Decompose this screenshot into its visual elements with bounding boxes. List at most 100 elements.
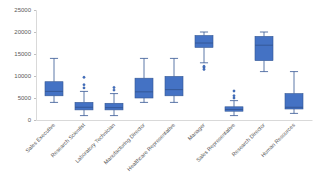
outlier	[113, 89, 115, 91]
upper-whisker	[264, 32, 265, 36]
outlier	[233, 97, 235, 99]
box	[45, 82, 63, 96]
x-tick: Healthcare Representative	[126, 120, 176, 172]
lower-whisker	[114, 110, 115, 116]
box-plot	[105, 86, 123, 115]
y-tick: 5000	[18, 95, 36, 101]
lower-whisker	[54, 96, 55, 103]
median	[195, 43, 213, 44]
y-tick-label: 0	[28, 117, 32, 123]
upper-cap	[110, 93, 118, 94]
lower-cap	[80, 115, 88, 116]
outlier	[83, 76, 85, 78]
plot-area	[45, 32, 303, 116]
upper-whisker	[234, 101, 235, 107]
outlier	[113, 86, 115, 88]
upper-whisker	[114, 94, 115, 104]
box-plot	[135, 58, 153, 102]
median	[255, 45, 273, 46]
y-tick: 25000	[14, 7, 36, 13]
x-tick-label: Sales Executive	[24, 122, 56, 154]
y-tick-label: 20000	[14, 29, 31, 35]
box	[225, 107, 243, 111]
y-tick: 0	[28, 117, 36, 123]
lower-cap	[260, 71, 268, 72]
x-axis-line	[37, 120, 313, 121]
y-axis: 0 5000 10000 15000 20000 25000	[14, 7, 36, 123]
lower-cap	[110, 115, 118, 116]
upper-whisker	[294, 72, 295, 94]
y-tick-mark	[34, 120, 36, 121]
lower-whisker	[264, 61, 265, 72]
y-tick-mark	[34, 54, 36, 55]
y-tick: 20000	[14, 29, 36, 35]
outlier	[83, 84, 85, 86]
outlier	[233, 90, 235, 92]
median	[105, 107, 123, 108]
x-tick-label: Healthcare Representative	[126, 122, 176, 172]
upper-whisker	[204, 32, 205, 36]
upper-cap	[50, 58, 58, 59]
x-tick: Human Resources	[260, 120, 297, 158]
lower-cap	[170, 102, 178, 103]
x-tick: Sales Representative	[195, 120, 236, 163]
upper-whisker	[84, 91, 85, 102]
upper-cap	[140, 58, 148, 59]
y-tick-label: 5000	[18, 95, 32, 101]
upper-cap	[290, 71, 298, 72]
chart: 0 5000 10000 15000 20000 25000 Sales Executive…	[0, 0, 320, 180]
box	[195, 36, 213, 48]
y-tick-mark	[34, 10, 36, 11]
upper-whisker	[144, 58, 145, 78]
x-tick-label: Sales Representative	[195, 122, 236, 163]
y-axis-line	[34, 11, 37, 121]
y-tick-label: 10000	[14, 73, 31, 79]
upper-cap	[230, 100, 238, 101]
upper-cap	[80, 91, 88, 92]
y-tick-label: 25000	[14, 7, 31, 13]
x-tick: Sales Executive	[24, 120, 56, 154]
upper-cap	[260, 32, 268, 33]
box-plot	[45, 58, 63, 102]
y-tick-label: 15000	[14, 51, 31, 57]
box	[165, 76, 183, 95]
lower-whisker	[174, 96, 175, 103]
y-tick-mark	[34, 32, 36, 33]
median	[285, 107, 303, 108]
x-tick-label: Human Resources	[260, 122, 297, 159]
median	[75, 107, 93, 108]
x-tick-label: Manager	[186, 122, 206, 142]
outlier	[83, 87, 85, 89]
lower-whisker	[294, 109, 295, 113]
y-tick-mark	[34, 98, 36, 99]
median	[225, 109, 243, 110]
lower-whisker	[204, 47, 205, 62]
lower-cap	[230, 115, 238, 116]
outlier	[203, 65, 205, 67]
box	[255, 36, 273, 60]
x-axis: Sales ExecutiveResearch ScientistLaborat…	[24, 120, 312, 172]
y-tick-mark	[34, 76, 36, 77]
upper-cap	[200, 32, 208, 33]
median	[135, 91, 153, 92]
lower-whisker	[234, 111, 235, 115]
box	[105, 103, 123, 110]
box-plot	[285, 72, 303, 114]
box	[75, 102, 93, 109]
median	[45, 91, 63, 92]
lower-cap	[50, 102, 58, 103]
box-plot	[165, 58, 183, 102]
box	[285, 94, 303, 109]
upper-whisker	[54, 58, 55, 81]
y-tick: 15000	[14, 51, 36, 57]
outlier	[233, 95, 235, 97]
box-plot	[255, 32, 273, 72]
upper-whisker	[174, 58, 175, 76]
box	[135, 78, 153, 98]
box-plot	[195, 32, 213, 71]
box-plot	[225, 90, 243, 116]
lower-whisker	[144, 98, 145, 102]
lower-whisker	[84, 110, 85, 116]
lower-cap	[290, 113, 298, 114]
lower-cap	[200, 62, 208, 63]
